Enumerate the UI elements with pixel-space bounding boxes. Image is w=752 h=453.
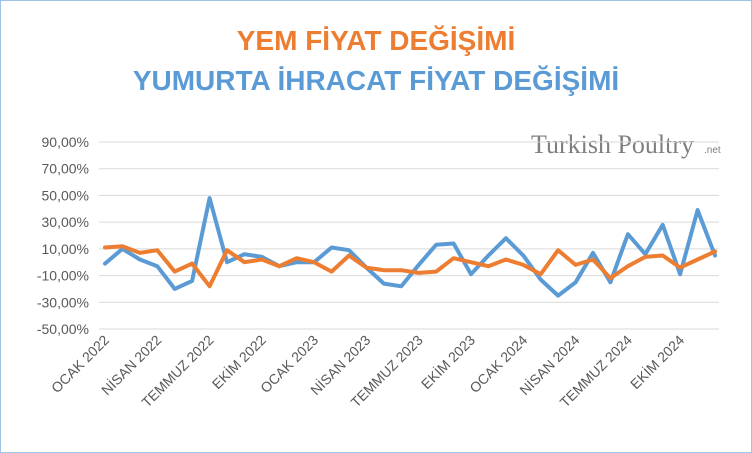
y-tick-label: 90,00% bbox=[42, 134, 89, 150]
chart-title: YEM FİYAT DEĞİŞİMİ bbox=[237, 25, 515, 56]
series-line bbox=[103, 244, 717, 289]
logo-suffix: .net bbox=[704, 145, 721, 156]
y-tick-label: -50,00% bbox=[37, 321, 89, 337]
chart-title: YUMURTA İHRACAT FİYAT DEĞİŞİMİ bbox=[133, 65, 619, 96]
y-tick-label: 70,00% bbox=[42, 161, 89, 177]
y-tick-label: 10,00% bbox=[42, 241, 89, 257]
y-tick-label: 50,00% bbox=[42, 187, 89, 203]
logo-text: Turkish Poultry bbox=[531, 130, 694, 159]
series-line bbox=[103, 196, 717, 298]
y-tick-label: 30,00% bbox=[42, 214, 89, 230]
y-tick-label: -10,00% bbox=[37, 268, 89, 284]
x-tick-label: EKİM 2024 bbox=[626, 331, 687, 392]
logo: Turkish Poultry .net bbox=[531, 130, 721, 159]
y-tick-label: -30,00% bbox=[37, 294, 89, 310]
